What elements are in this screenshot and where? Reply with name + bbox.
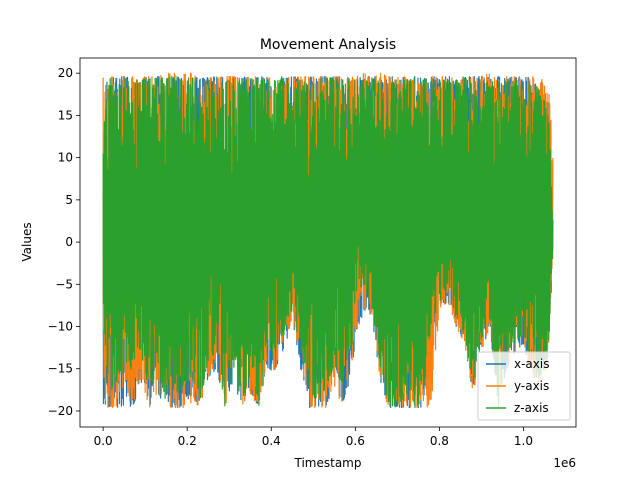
x-tick-label: 1.0	[514, 434, 533, 448]
x-tick-label: 0.4	[262, 434, 281, 448]
y-tick-label: −10	[48, 320, 73, 334]
y-axis-title: Values	[20, 222, 34, 261]
y-tick-label: −15	[48, 362, 73, 376]
y-tick-label: 10	[58, 151, 73, 165]
plot-frame	[79, 57, 577, 428]
ticks-layer: 0.0 0.2 0.4 0.6 0.8 1.0 −20 −15 −10 −5 0 5 10 15 20	[48, 66, 533, 448]
series-line-z-axis	[102, 76, 554, 408]
y-tick-label: 15	[58, 108, 73, 122]
y-tick-label: −20	[48, 404, 73, 418]
legend-box	[477, 351, 571, 421]
x-tick-label: 0.6	[346, 434, 365, 448]
x-tick-label: 0.8	[430, 434, 449, 448]
chart-title: Movement Analysis	[260, 37, 396, 53]
x-tick-label: 0.0	[94, 434, 113, 448]
y-tick-label: 20	[58, 66, 73, 80]
legend-label-x-axis: x-axis	[514, 357, 549, 371]
legend: x-axis y-axis z-axis	[477, 351, 571, 421]
y-tick-label: 5	[65, 193, 73, 207]
y-tick-label: 0	[65, 235, 73, 249]
legend-label-z-axis: z-axis	[514, 401, 549, 415]
y-tick-label: −5	[55, 277, 73, 291]
legend-label-y-axis: y-axis	[514, 379, 549, 393]
x-axis-offset-label: 1e6	[553, 456, 576, 470]
x-tick-label: 0.2	[178, 434, 197, 448]
x-axis-title: Timestamp	[294, 456, 362, 470]
series-layer	[102, 72, 554, 409]
